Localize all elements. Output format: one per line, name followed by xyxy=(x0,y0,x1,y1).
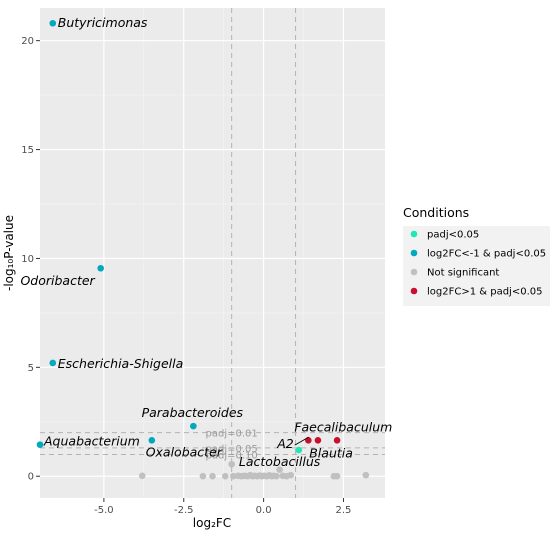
point-label: Faecalibaculum xyxy=(294,419,392,434)
data-point xyxy=(228,460,235,468)
y-tick-label: 5 xyxy=(28,363,34,374)
point-labels: Butyricimonas Odoribacter Escherichia-Shig… xyxy=(20,15,392,469)
legend-key-dot xyxy=(410,287,418,295)
y-tick-label: 0 xyxy=(28,472,34,483)
data-point xyxy=(148,436,156,444)
point-label: Aquabacterium xyxy=(43,434,140,449)
data-point xyxy=(276,466,283,473)
plot-panel-background xyxy=(40,8,385,498)
x-tick-label: -5.0 xyxy=(94,505,114,516)
legend-title: Conditions xyxy=(403,205,469,220)
legend-key-dot xyxy=(410,268,418,276)
y-tick-label: 15 xyxy=(21,145,34,156)
padj-threshold-label: padj=0.05 xyxy=(206,444,258,455)
x-axis-title: log₂FC xyxy=(193,516,231,530)
label-leader-line xyxy=(294,436,309,446)
data-point xyxy=(97,264,104,272)
y-axis-ticks: 0 5 10 15 20 xyxy=(21,36,40,483)
y-tick-label: 20 xyxy=(21,36,34,47)
point-label: Parabacteroides xyxy=(142,405,244,420)
point-label: Lactobacillus xyxy=(239,454,321,469)
x-axis-ticks: -5.0 -2.5 0.0 2.5 xyxy=(94,498,351,516)
data-point xyxy=(199,472,207,480)
data-point xyxy=(333,436,341,444)
data-point xyxy=(287,471,295,479)
data-point xyxy=(273,472,280,480)
point-label: A2 xyxy=(276,436,294,451)
y-tick-label: 10 xyxy=(21,254,34,265)
legend-key-background xyxy=(403,226,550,306)
legend-items: padj<0.05 log2FC<-1 & padj<0.05 Not signif… xyxy=(403,226,550,306)
data-point xyxy=(314,436,322,444)
point-label: Oxalobacter xyxy=(146,444,223,459)
point-label: Escherichia-Shigella xyxy=(58,356,184,371)
legend-entry-label: Not significant xyxy=(427,268,499,279)
x-tick-label: 2.5 xyxy=(336,505,352,516)
data-point xyxy=(49,19,57,27)
point-label: Odoribacter xyxy=(20,273,95,288)
data-point xyxy=(362,471,370,479)
data-points xyxy=(36,19,370,480)
point-label: Butyricimonas xyxy=(58,15,148,30)
data-point xyxy=(190,422,197,430)
legend-entry-label: log2FC>1 & padj<0.05 xyxy=(427,287,542,298)
legend-entry-label: padj<0.05 xyxy=(427,230,479,241)
gridlines xyxy=(40,8,385,498)
legend-entry-label: log2FC<-1 & padj<0.05 xyxy=(427,249,546,260)
legend: Conditions padj<0.05 log2FC<-1 & padj<0.0… xyxy=(403,205,550,306)
legend-key-dot xyxy=(410,230,418,238)
data-point xyxy=(333,472,341,480)
x-tick-label: 0.0 xyxy=(256,505,272,516)
legend-key-dot xyxy=(410,249,418,257)
x-tick-label: -2.5 xyxy=(174,505,194,516)
data-point xyxy=(49,359,57,367)
data-point xyxy=(295,446,303,454)
padj-threshold-label: padj=0.01 xyxy=(206,429,258,440)
data-point xyxy=(209,472,216,480)
data-point xyxy=(138,472,146,480)
data-point xyxy=(305,436,312,444)
point-label: Blautia xyxy=(309,445,353,460)
data-point xyxy=(221,472,229,480)
data-point xyxy=(36,441,44,448)
data-point xyxy=(229,472,237,480)
padj-threshold-label: padj=0.10 xyxy=(206,450,258,461)
y-axis-title: -log₁₀P-value xyxy=(2,215,16,291)
